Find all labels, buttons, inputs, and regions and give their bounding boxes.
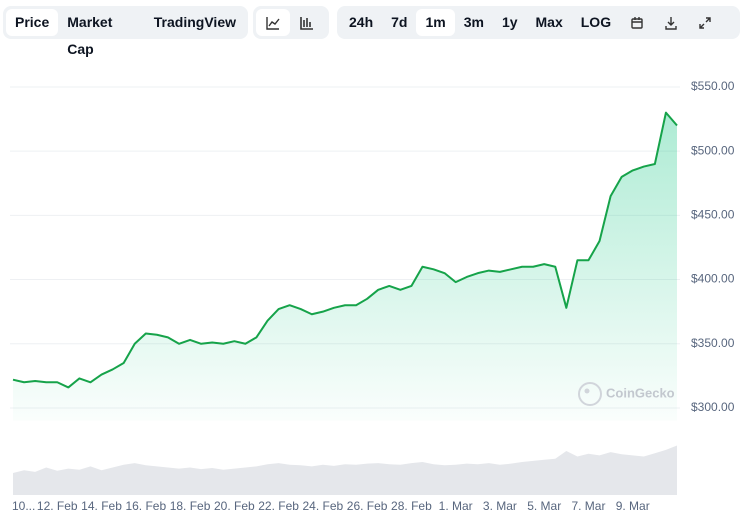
x-tick-label: 10... (12, 499, 35, 513)
range[interactable]: 1y (501, 14, 518, 30)
y-tick-label: $300.00 (691, 400, 735, 414)
candle-icon[interactable] (290, 9, 324, 36)
y-tick-label: $500.00 (691, 143, 735, 157)
x-tick-label: 28. Feb (391, 499, 432, 513)
price-line (12, 111, 678, 389)
y-tick-label: $400.00 (691, 272, 735, 286)
tab[interactable]: Market Cap (67, 14, 113, 57)
x-tick-label: 26. Feb (347, 499, 388, 513)
line-icon[interactable] (256, 9, 290, 36)
y-tick-label: $350.00 (691, 336, 735, 350)
range-group: 24h 7d 1m 3m 1y Max LOG (337, 6, 740, 39)
x-tick-label: 12. Feb (37, 499, 78, 513)
x-tick-label: 9. Mar (616, 499, 650, 513)
watermark: CoinGecko (578, 382, 675, 406)
fullscreen-icon[interactable] (688, 9, 722, 36)
y-tick-label: $550.00 (691, 79, 735, 93)
watermark-text: CoinGecko (606, 385, 675, 400)
y-tick-label: $450.00 (691, 208, 735, 222)
price-area (13, 112, 677, 421)
tab-group: Price Market Cap TradingView (3, 6, 248, 57)
range[interactable]: 3m (463, 14, 484, 30)
x-tick-label: 7. Mar (571, 499, 605, 513)
chart-type-group (253, 6, 329, 39)
x-tick-label: 5. Mar (527, 499, 561, 513)
x-tick-label: 14. Feb (81, 499, 122, 513)
range[interactable]: 1m (416, 9, 455, 36)
tab[interactable]: TradingView (153, 14, 236, 30)
x-tick-label: 1. Mar (439, 499, 473, 513)
volume-area (13, 445, 677, 495)
tab[interactable]: Price (6, 9, 59, 36)
x-tick-label: 16. Feb (125, 499, 166, 513)
x-tick-label: 20. Feb (214, 499, 255, 513)
x-tick-label: 18. Feb (170, 499, 211, 513)
range[interactable]: Max (535, 14, 563, 30)
range[interactable]: LOG (580, 14, 612, 30)
download-icon[interactable] (654, 9, 688, 36)
x-tick-label: 22. Feb (258, 499, 299, 513)
range[interactable]: 24h (349, 14, 374, 30)
range[interactable]: 7d (391, 14, 408, 30)
x-tick-label: 3. Mar (483, 499, 517, 513)
x-tick-label: 24. Feb (303, 499, 344, 513)
calendar-icon[interactable] (620, 9, 654, 36)
